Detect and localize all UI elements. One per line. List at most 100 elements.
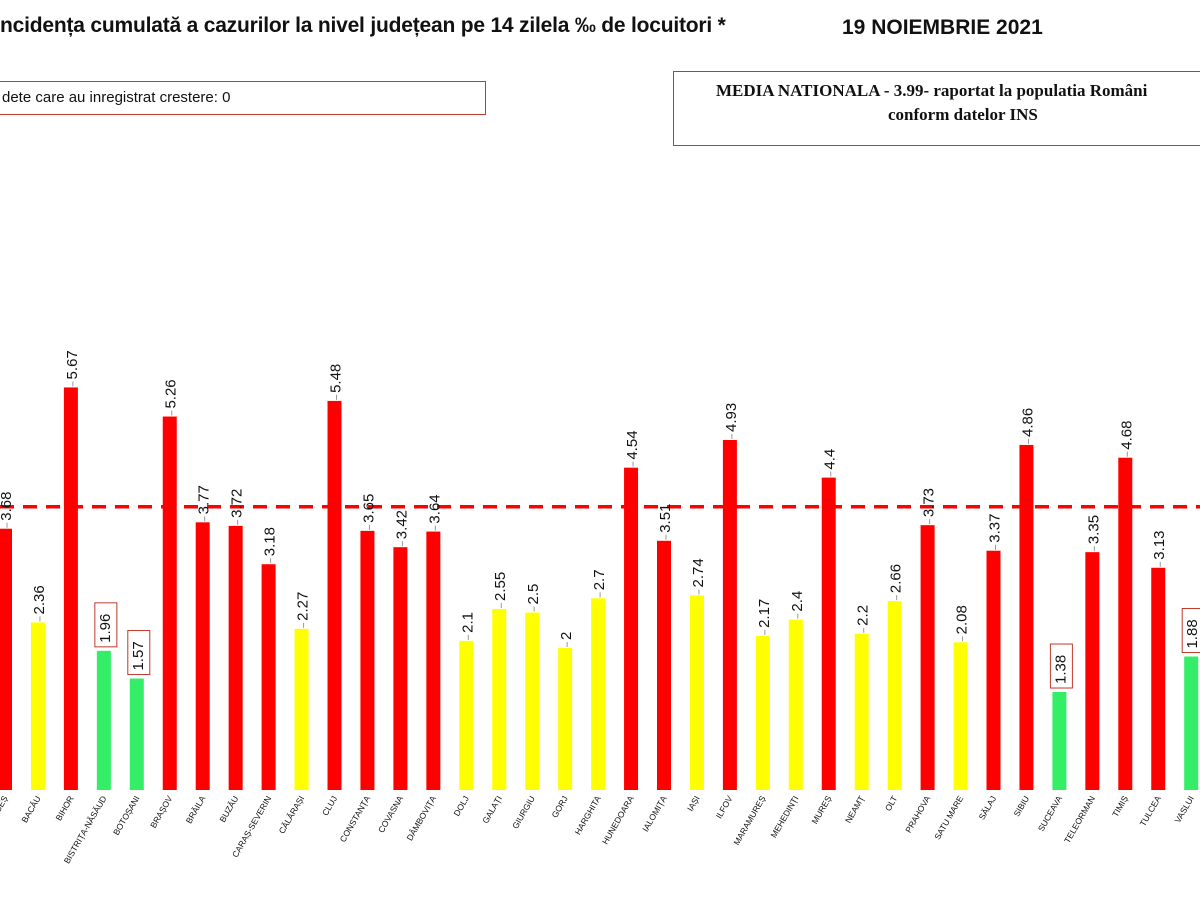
tick-label-18: HARGHITA [573, 794, 603, 837]
value-label-13: 3.64 [426, 494, 443, 523]
bar-33 [1085, 552, 1100, 790]
value-label-box-36 [1181, 608, 1200, 654]
bar-10 [327, 400, 342, 790]
tick-label-20: IALOMIȚA [640, 794, 669, 834]
bar-16 [525, 612, 540, 790]
tick-label-36: VASLUI [1172, 794, 1195, 825]
tick-label-23: MARAMUREȘ [731, 794, 767, 847]
growth-counties-box: dete care au inregistrat crestere: 0 [0, 81, 486, 115]
tick-label-27: OLT [883, 794, 900, 813]
value-label-9: 2.27 [295, 592, 312, 621]
value-label-19: 4.54 [624, 430, 641, 459]
value-label-7: 3.72 [229, 489, 246, 518]
value-label-31: 4.86 [1019, 408, 1036, 437]
value-label-18: 2.7 [591, 569, 608, 590]
value-label-25: 4.4 [822, 449, 839, 470]
value-label-30: 3.37 [987, 514, 1004, 543]
bar-17 [558, 648, 573, 790]
value-label-22: 4.93 [723, 403, 740, 432]
report-date: 19 NOIEMBRIE 2021 [842, 16, 1043, 39]
value-label-box-3 [94, 602, 118, 648]
bar-15 [492, 608, 507, 790]
tick-label-11: CONSTANȚA [338, 794, 373, 844]
national-average-line2: conform datelor INS [888, 105, 1038, 124]
tick-label-5: BRAȘOV [148, 794, 175, 830]
value-label-8: 3.18 [262, 527, 279, 556]
bar-6 [195, 522, 210, 790]
value-label-27: 2.66 [888, 564, 905, 593]
value-label-15: 2.55 [492, 572, 509, 601]
value-label-2: 5.67 [64, 350, 81, 379]
value-label-5: 5.26 [163, 379, 180, 408]
tick-label-14: DOLJ [452, 794, 472, 818]
value-label-3: 1.96 [97, 614, 114, 643]
bar-31 [1019, 444, 1034, 790]
bar-3 [96, 650, 111, 790]
bar-36 [1184, 656, 1199, 790]
bar-20 [657, 540, 671, 790]
bar-19 [624, 467, 639, 790]
bar-1 [30, 622, 45, 790]
bar-4 [129, 678, 144, 790]
bar-32 [1052, 692, 1067, 790]
tick-label-1: BACĂU [19, 794, 42, 824]
chart-title: ncidența cumulată a cazurilor la nivel j… [0, 14, 726, 37]
value-label-33: 3.35 [1085, 515, 1102, 544]
tick-label-32: SUCEAVA [1036, 794, 1065, 833]
value-label-1: 2.36 [31, 585, 48, 614]
bar-35 [1151, 567, 1166, 790]
bar-18 [591, 598, 606, 790]
value-label-16: 2.5 [525, 584, 542, 605]
national-average-box: MEDIA NATIONALA - 3.99- raportat la popu… [673, 71, 1200, 146]
tick-label-4: BOTOȘANI [111, 794, 142, 837]
bar-22 [722, 439, 737, 790]
value-label-17: 2 [558, 632, 575, 640]
bar-25 [821, 477, 836, 790]
bar-29 [953, 642, 968, 790]
growth-counties-text: dete care au inregistrat crestere: 0 [2, 89, 231, 106]
tick-label-29: SATU MARE [932, 794, 965, 842]
bar-2 [63, 387, 78, 790]
value-label-24: 2.4 [789, 591, 806, 612]
tick-label-12: COVASNA [376, 794, 405, 835]
bar-23 [755, 635, 770, 790]
tick-label-9: CĂLĂRAȘI [277, 794, 307, 835]
value-label-11: 3.65 [360, 494, 377, 523]
tick-label-6: BRĂILA [184, 794, 208, 825]
bar-27 [887, 601, 902, 790]
tick-label-13: DÂMBOVIȚA [404, 794, 438, 843]
value-label-12: 3.42 [393, 510, 410, 539]
bar-28 [920, 525, 935, 790]
bar-30 [986, 550, 1001, 790]
tick-label-21: IAȘI [685, 794, 702, 813]
tick-label-24: MEHEDINȚI [768, 794, 800, 839]
value-label-0: 3.68 [0, 492, 15, 521]
tick-label-28: PRAHOVA [903, 794, 932, 835]
value-label-36: 1.88 [1184, 619, 1200, 648]
bar-26 [854, 633, 869, 790]
value-label-21: 2.74 [690, 558, 707, 587]
value-label-14: 2.1 [459, 612, 476, 633]
value-label-6: 3.77 [196, 485, 213, 514]
tick-label-33: TELEORMAN [1062, 794, 1097, 845]
bar-13 [426, 531, 441, 790]
tick-label-0: ARGEȘ [0, 794, 10, 825]
tick-label-22: ILFOV [714, 794, 735, 821]
value-label-box-32 [1049, 643, 1073, 689]
value-label-23: 2.17 [756, 599, 773, 628]
value-label-28: 3.73 [921, 488, 938, 517]
value-label-32: 1.38 [1052, 655, 1069, 684]
tick-label-17: GORJ [549, 794, 569, 819]
bar-12 [393, 547, 408, 790]
tick-label-19: HUNEDOARA [600, 794, 636, 846]
tick-label-30: SĂLAJ [977, 794, 999, 822]
value-label-box-4 [127, 630, 151, 676]
value-label-29: 2.08 [954, 605, 971, 634]
bar-7 [228, 525, 243, 790]
tick-label-16: GIURGIU [510, 794, 537, 831]
value-label-20: 3.51 [657, 504, 674, 533]
value-label-35: 3.13 [1151, 531, 1168, 560]
bar-34 [1118, 457, 1133, 790]
bar-11 [360, 530, 375, 790]
